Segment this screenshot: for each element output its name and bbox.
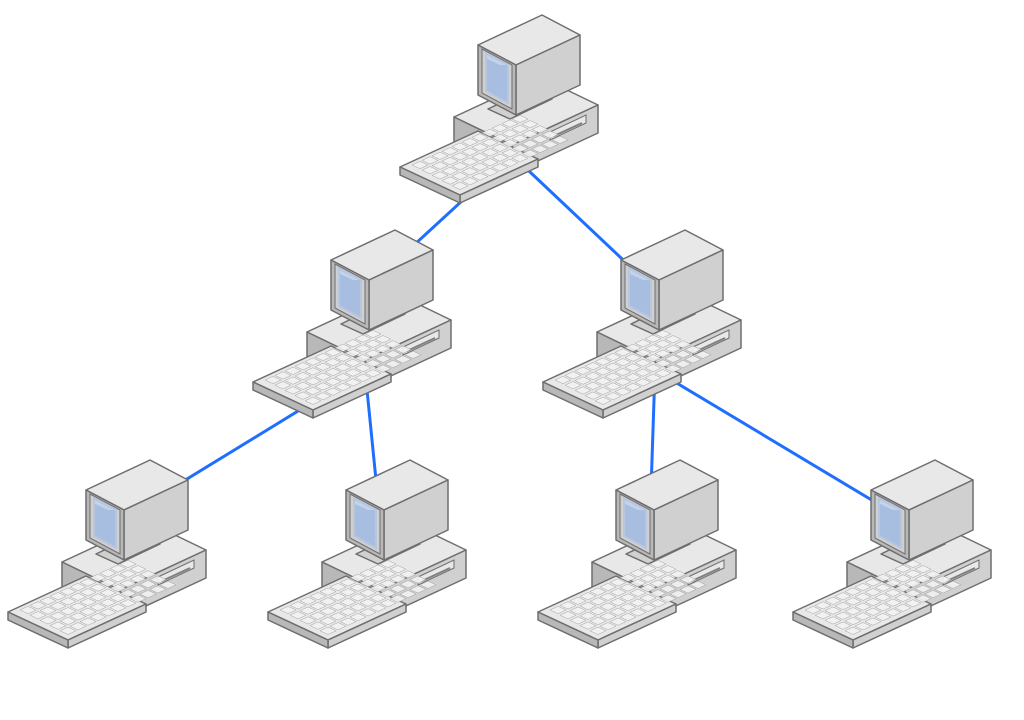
computer-node (268, 454, 466, 648)
edges-layer (120, 155, 905, 520)
computer-node (543, 224, 741, 418)
network-tree-diagram (0, 0, 1024, 720)
nodes-layer (8, 9, 991, 648)
computer-node (538, 454, 736, 648)
computer-node (400, 9, 598, 203)
computer-node (793, 454, 991, 648)
computer-node (8, 454, 206, 648)
computer-node (253, 224, 451, 418)
